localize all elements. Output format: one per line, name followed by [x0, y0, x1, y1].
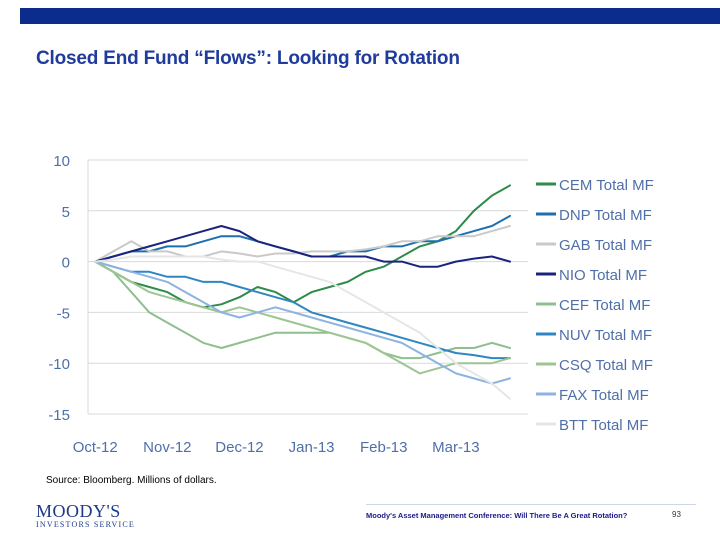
x-tick-label: Oct-12 — [73, 439, 118, 456]
legend-label: NIO Total MF — [559, 267, 647, 284]
legend-label: CEF Total MF — [559, 297, 650, 314]
conference-footer-text: Moody's Asset Management Conference: Wil… — [366, 511, 628, 520]
y-tick-label: 10 — [53, 153, 70, 170]
x-tick-label: Nov-12 — [143, 439, 191, 456]
x-tick-label: Mar-13 — [432, 439, 480, 456]
legend-label: CEM Total MF — [559, 177, 654, 194]
series-line — [94, 260, 511, 360]
logo-subtitle: INVESTORS SERVICE — [36, 520, 135, 529]
slide-title: Closed End Fund “Flows”: Looking for Rot… — [36, 48, 460, 69]
y-tick-label: -5 — [57, 305, 70, 322]
legend-label: NUV Total MF — [559, 327, 652, 344]
legend-label: CSQ Total MF — [559, 357, 653, 374]
y-tick-label: 5 — [62, 204, 70, 221]
y-tick-label: 0 — [62, 255, 70, 272]
y-tick-label: -10 — [48, 356, 70, 373]
page-number: 93 — [672, 510, 681, 519]
x-tick-label: Jan-13 — [289, 439, 335, 456]
series-line — [94, 225, 511, 268]
x-tick-label: Dec-12 — [215, 439, 263, 456]
source-note: Source: Bloomberg. Millions of dollars. — [46, 475, 217, 486]
top-banner — [0, 0, 720, 24]
top-banner-accent — [20, 8, 720, 24]
legend-label: GAB Total MF — [559, 237, 652, 254]
series-line — [94, 184, 511, 309]
series-line — [94, 225, 511, 263]
legend-label: FAX Total MF — [559, 387, 649, 404]
logo-wordmark: MOODY'S — [36, 501, 121, 521]
legend-label: DNP Total MF — [559, 207, 652, 224]
series-line — [94, 260, 511, 375]
footer-divider — [366, 504, 696, 505]
x-tick-label: Feb-13 — [360, 439, 408, 456]
series-line — [94, 260, 511, 385]
y-tick-label: -15 — [48, 407, 70, 424]
moodys-logo: MOODY'S INVESTORS SERVICE — [36, 502, 136, 530]
series-line — [94, 260, 511, 360]
series-line — [94, 255, 511, 400]
legend-label: BTT Total MF — [559, 417, 648, 434]
